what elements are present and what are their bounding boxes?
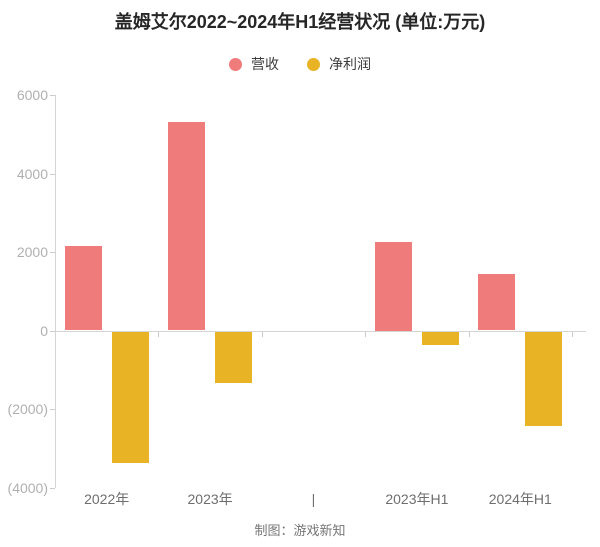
- x-tick-mark: [365, 331, 367, 337]
- y-axis-line: [55, 95, 56, 488]
- legend-dot-net-profit: [307, 57, 320, 71]
- x-cat-label-2024h1: 2024年H1: [488, 490, 552, 507]
- y-tick-label: 4000: [16, 165, 48, 182]
- bar-revenue-2023h1: [374, 242, 412, 331]
- x-cat-label-separator: |: [311, 490, 316, 507]
- bar-revenue-2023: [168, 122, 206, 331]
- legend-label-net-profit: 净利润: [329, 56, 371, 72]
- y-tick-label: 2000: [16, 244, 48, 260]
- chart-legend: 营收 净利润: [0, 54, 600, 74]
- bar-net-profit-2022: [111, 331, 149, 463]
- x-tick-mark: [158, 331, 160, 337]
- bar-net-profit-2023: [215, 331, 253, 383]
- bar-revenue-2022: [64, 246, 102, 331]
- legend-item-net-profit: 净利润: [307, 54, 371, 74]
- x-axis-zero-line: [55, 330, 586, 332]
- y-tick-label: (4000): [7, 479, 48, 496]
- y-tick-mark: [50, 409, 55, 410]
- legend-label-revenue: 营收: [251, 56, 279, 72]
- y-tick-label: 6000: [16, 87, 48, 103]
- x-tick-mark: [572, 331, 573, 337]
- legend-dot-revenue: [229, 57, 242, 71]
- chart-credit: 制图：游戏新知: [254, 523, 346, 538]
- y-tick-mark: [50, 252, 55, 253]
- bar-net-profit-2024h1: [525, 331, 563, 426]
- y-tick-mark: [50, 95, 55, 96]
- x-tick-mark: [468, 331, 470, 337]
- y-tick-mark: [50, 173, 55, 175]
- bar-revenue-2024h1: [478, 273, 516, 331]
- y-tick-mark: [50, 330, 55, 332]
- x-cat-label-2023: 2023年: [187, 490, 233, 507]
- y-tick-mark: [50, 487, 55, 489]
- y-tick-label: (2000): [7, 401, 48, 417]
- bar-net-profit-2023h1: [421, 331, 459, 346]
- x-tick-mark: [261, 331, 263, 337]
- legend-item-revenue: 营收: [229, 54, 279, 74]
- x-cat-label-2023h1: 2023年H1: [385, 490, 449, 507]
- chart-title: 盖姆艾尔2022~2024年H1经营状况 (单位:万元): [114, 12, 486, 32]
- x-cat-label-2022: 2022年: [84, 490, 130, 507]
- y-tick-label: 0: [40, 322, 48, 339]
